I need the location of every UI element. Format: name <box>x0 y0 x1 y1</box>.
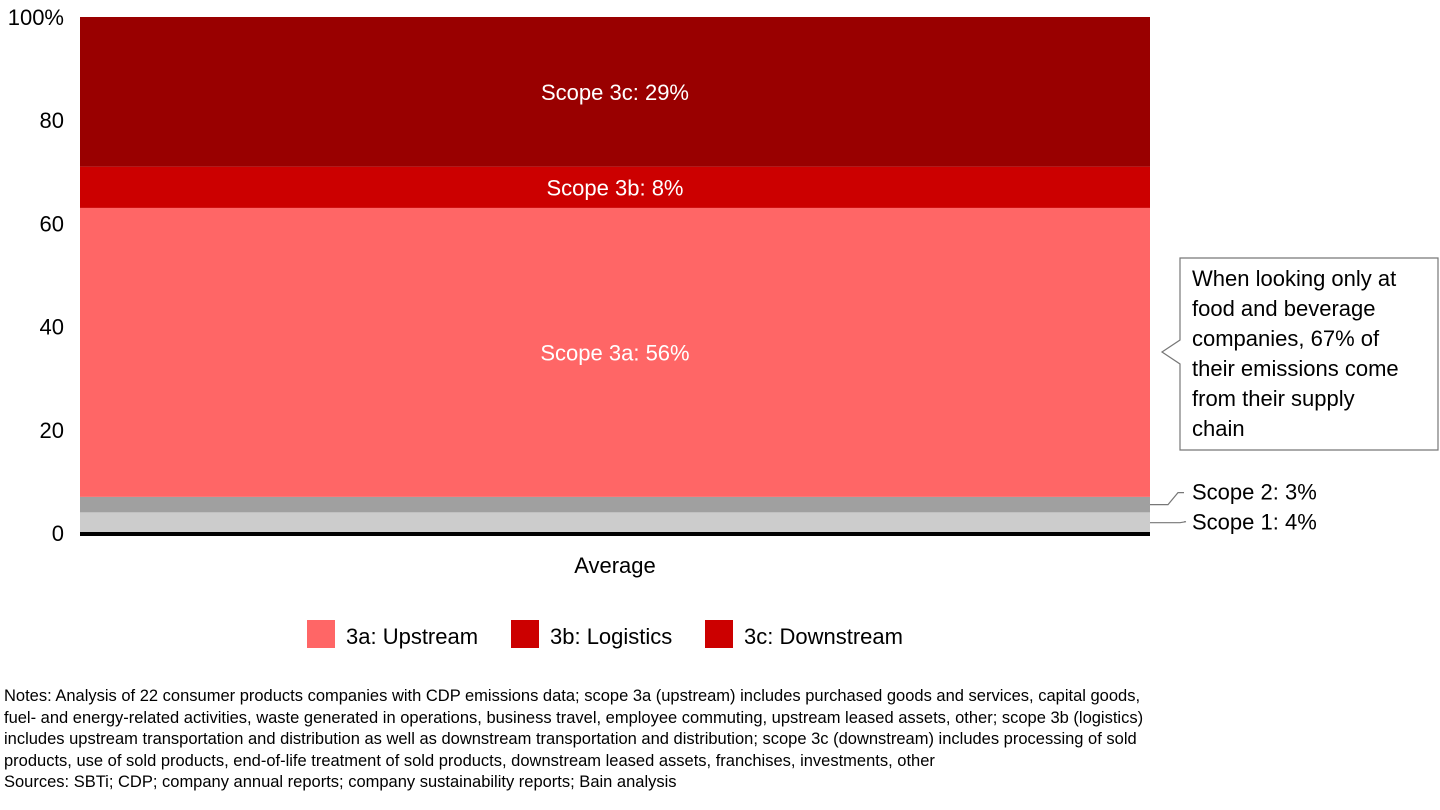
segment-data-label: Scope 3a: 56% <box>540 340 689 365</box>
legend-label: 3c: Downstream <box>744 624 903 649</box>
notes-line: products, use of sold products, end-of-l… <box>4 751 935 770</box>
legend-label: 3b: Logistics <box>550 624 672 649</box>
bar-segment <box>80 512 1150 533</box>
leader-line <box>1150 521 1187 524</box>
legend-swatch <box>705 620 733 648</box>
y-tick-label: 100% <box>8 5 64 30</box>
annotation-text-line: their emissions come <box>1192 356 1399 381</box>
bar-segment <box>80 17 1150 167</box>
notes-line: includes upstream transportation and dis… <box>4 730 1137 748</box>
bar-segment <box>80 496 1150 513</box>
annotation-text-line: chain <box>1192 416 1245 441</box>
sources-line: Sources: SBTi; CDP; company annual repor… <box>4 773 677 791</box>
legend-swatch <box>307 620 335 648</box>
annotation-text-line: companies, 67% of <box>1192 326 1380 351</box>
segment-data-label: Scope 3b: 8% <box>547 175 684 200</box>
annotation-text-line: When looking only at <box>1192 266 1396 291</box>
notes-block: Notes: Analysis of 22 consumer products … <box>4 686 1434 794</box>
segment-data-label: Scope 2: 3% <box>1192 480 1317 505</box>
notes-line: fuel- and energy-related activities, was… <box>4 708 1144 727</box>
notes-line: Notes: Analysis of 22 consumer products … <box>4 687 1141 705</box>
stacked-bar-chart: 0 20 40 60 80 100% Scope 3a: 56% Scope 3b: 8% Sc… <box>8 5 1439 649</box>
legend-swatch <box>511 620 539 648</box>
y-tick-label: 60 <box>40 211 64 236</box>
leader-line <box>1150 492 1184 506</box>
annotation-callout <box>1160 257 1439 451</box>
y-tick-label: 40 <box>40 315 64 340</box>
legend-label: 3a: Upstream <box>346 624 478 649</box>
bar-segment <box>80 207 1150 497</box>
x-category-label: Average <box>574 553 656 578</box>
y-tick-label: 20 <box>40 418 64 443</box>
segment-data-label: Scope 1: 4% <box>1192 510 1317 535</box>
annotation-text-line: from their supply <box>1192 386 1355 411</box>
bar-segment <box>80 166 1150 208</box>
y-tick-label: 80 <box>40 108 64 133</box>
y-tick-label: 0 <box>52 521 64 546</box>
annotation-text-line: food and beverage <box>1192 296 1376 321</box>
segment-data-label: Scope 3c: 29% <box>541 80 689 105</box>
